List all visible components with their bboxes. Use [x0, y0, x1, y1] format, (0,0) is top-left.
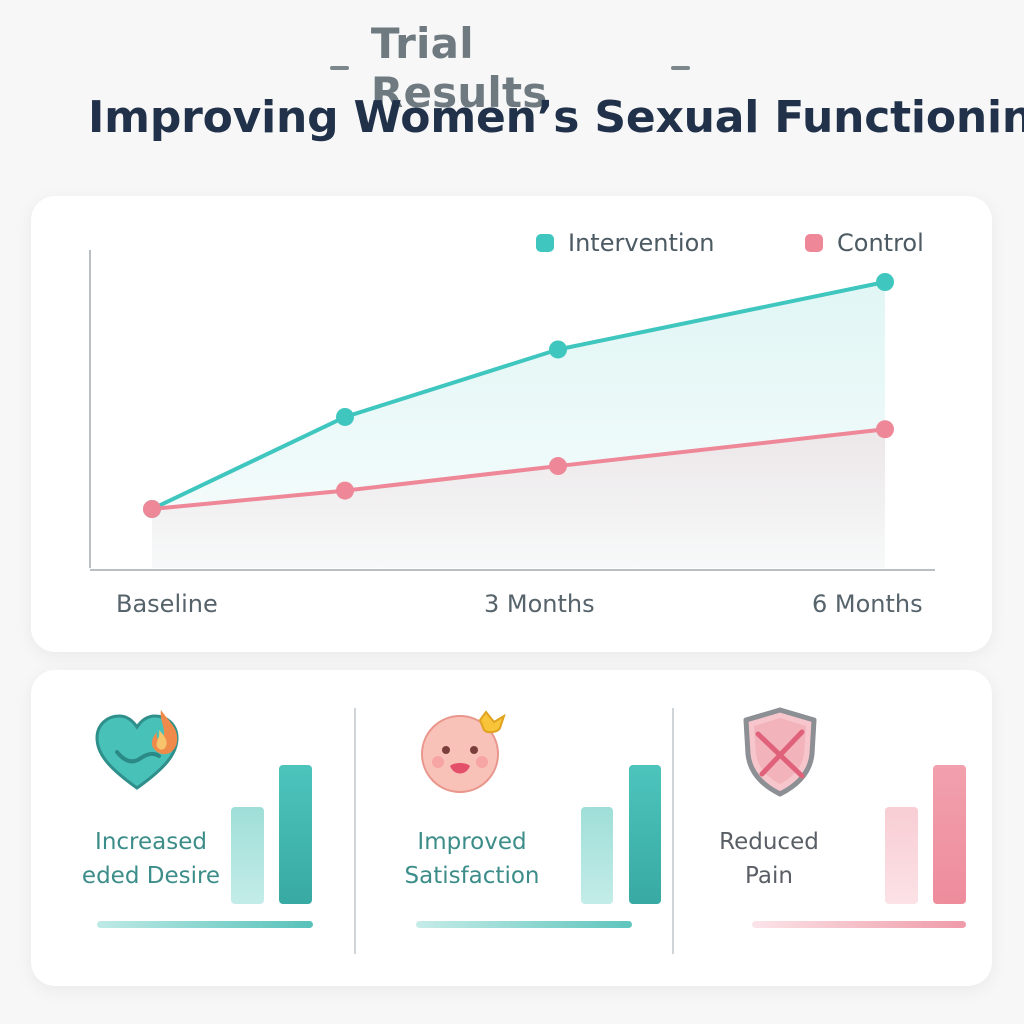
stat-label-desire-line1: Increased	[95, 829, 207, 855]
x-tick-6-months: 6 Months	[812, 590, 923, 618]
data-point-intervention-2	[549, 340, 567, 359]
stat-label-desire-line2: eded Desire	[81, 863, 221, 889]
stat-panel-desire: Increased eded Desire	[31, 670, 353, 986]
data-point-control-0	[143, 500, 161, 518]
stat-label-pain-line2: Pain	[745, 863, 793, 889]
stat-bar-desire-tall	[279, 765, 312, 904]
stat-bar-pain-tall	[933, 765, 966, 904]
stat-label-satisfaction-line1: Improved	[417, 829, 527, 855]
legend-label-control: Control	[837, 229, 924, 257]
stat-panel-pain: Reduced Pain	[674, 670, 992, 986]
x-tick-baseline: Baseline	[116, 590, 218, 618]
data-point-intervention-1	[336, 407, 354, 426]
data-point-control-2	[549, 457, 567, 476]
eyebrow-dash-right	[671, 66, 690, 70]
stat-track-pain	[752, 921, 966, 928]
heart-flame-icon	[95, 710, 179, 790]
line-chart	[89, 250, 935, 571]
stat-label-satisfaction: Improved Satisfaction	[382, 825, 562, 893]
legend-swatch-control	[805, 234, 823, 252]
page-title: Improving Women’s Sexual Functioning	[88, 92, 1024, 143]
stats-card: Increased eded Desire Improved Satisfact…	[31, 670, 992, 986]
x-tick-3-months: 3 Months	[484, 590, 595, 618]
eyebrow-dash-left	[330, 66, 349, 70]
chart-card: Intervention Control Baseline 3 Months 6…	[31, 196, 992, 652]
eyebrow-text: Trial Results	[370, 19, 548, 117]
legend-swatch-intervention	[536, 234, 554, 252]
series-line-intervention	[150, 280, 887, 511]
stat-track-satisfaction	[416, 921, 632, 928]
stat-label-pain-line1: Reduced	[719, 829, 819, 855]
stat-bar-pain-short	[885, 807, 918, 904]
data-point-control-1	[336, 481, 354, 500]
legend-item-intervention: Intervention	[536, 226, 714, 260]
data-point-control-3	[876, 420, 894, 439]
stat-bar-satisfaction-short	[581, 807, 613, 904]
stat-label-desire: Increased eded Desire	[71, 825, 231, 893]
legend-label-intervention: Intervention	[568, 229, 715, 257]
area-control	[152, 429, 885, 568]
stat-bar-desire-short	[231, 807, 264, 904]
stat-divider-2	[672, 708, 674, 954]
stat-label-pain: Reduced Pain	[704, 825, 834, 893]
stat-label-satisfaction-line2: Satisfaction	[404, 863, 540, 889]
data-point-intervention-3	[876, 273, 894, 291]
stat-track-desire	[97, 921, 313, 928]
stat-panel-satisfaction: Improved Satisfaction	[356, 670, 672, 986]
smiling-face-icon	[421, 710, 506, 793]
stat-divider-1	[354, 708, 356, 954]
series-line-control	[150, 427, 887, 511]
eyebrow-heading: Trial Results	[330, 19, 690, 117]
legend-item-control: Control	[805, 226, 924, 260]
stat-bar-satisfaction-tall	[629, 765, 661, 904]
crossed-shield-icon	[743, 707, 817, 797]
